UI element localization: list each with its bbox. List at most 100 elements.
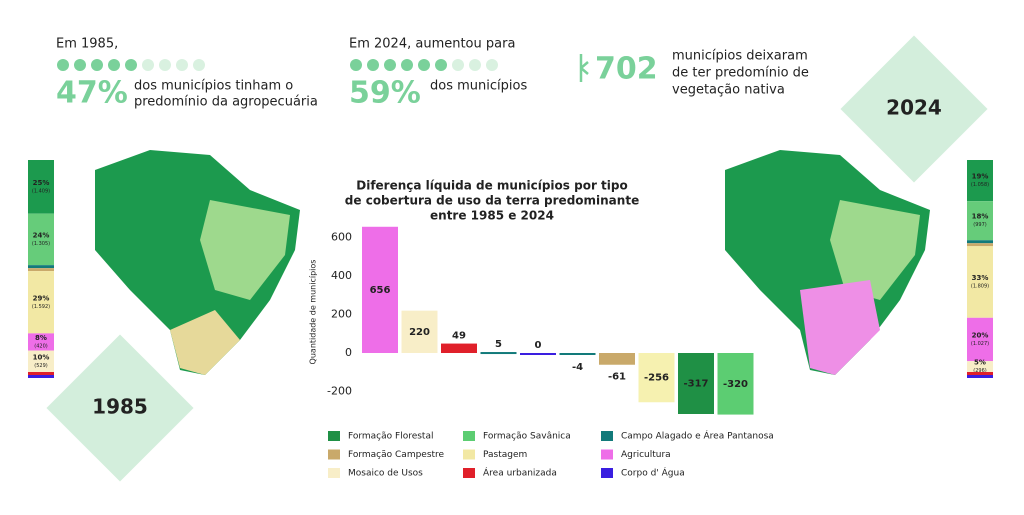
y-tick-label: 400	[331, 269, 352, 282]
stack-segment	[28, 333, 54, 351]
value-label: 220	[409, 327, 430, 338]
segment-percent: 5%	[974, 359, 986, 367]
value-label: 656	[370, 285, 391, 296]
year: 1985	[92, 395, 148, 419]
legend-label: Formação Florestal	[348, 432, 433, 442]
segment-count: (296)	[973, 368, 986, 374]
bar	[441, 343, 477, 353]
stack-segment	[967, 201, 993, 241]
segment-percent: 29%	[33, 294, 50, 302]
desc: vegetação nativa	[672, 83, 785, 98]
stack-segment	[967, 317, 993, 362]
segment-count: (1.058)	[971, 182, 989, 188]
stack-divider	[28, 372, 54, 375]
chart-title: de cobertura de uso da terra predominant…	[345, 194, 639, 208]
dots	[350, 59, 498, 71]
stack-segment	[28, 271, 54, 334]
value-label: -256	[644, 373, 669, 384]
segment-count: (1.409)	[32, 188, 50, 194]
y-tick-label: 200	[331, 308, 352, 321]
big-number: 702	[595, 52, 658, 87]
value-label: -320	[723, 379, 748, 390]
legend-label: Corpo d' Água	[621, 467, 685, 479]
stack-segment	[967, 160, 993, 202]
segment-percent: 25%	[33, 179, 50, 187]
legend-label: Formação Savânica	[483, 432, 571, 442]
bar	[362, 226, 398, 353]
legend-label: Campo Alagado e Área Pantanosa	[621, 430, 774, 442]
stack-segment	[28, 160, 54, 214]
value-label: -317	[683, 378, 708, 389]
segment-count: (529)	[34, 363, 47, 369]
y-tick-label: -200	[327, 384, 352, 397]
desc: dos municípios tinham o	[134, 79, 293, 94]
legend-swatch	[463, 468, 475, 478]
legend-label: Formação Campestre	[348, 450, 445, 460]
segment-count: (1.027)	[971, 341, 989, 347]
lead: Em 1985,	[56, 37, 118, 52]
segment-count: (997)	[973, 222, 986, 228]
stack-segment	[28, 213, 54, 266]
stack-divider	[967, 243, 993, 247]
segment-count: (1.305)	[32, 241, 50, 247]
legend-label: Agricultura	[621, 450, 671, 460]
value-label: -4	[572, 362, 583, 373]
stack-divider	[28, 268, 54, 272]
legend-swatch	[463, 431, 475, 441]
segment-count: (420)	[34, 343, 47, 349]
desc: municípios deixaram	[672, 49, 808, 64]
bar	[559, 353, 596, 355]
segment-percent: 18%	[972, 213, 989, 221]
stack-divider	[967, 240, 993, 244]
segment-count: (1.592)	[32, 304, 50, 310]
segment-percent: 19%	[972, 173, 989, 181]
legend-swatch	[328, 431, 340, 441]
value-label: 5	[495, 339, 502, 350]
desc: predomínio da agropecuária	[134, 95, 318, 110]
chart-title: entre 1985 e 2024	[430, 209, 554, 223]
bar	[638, 353, 675, 403]
legend-swatch	[463, 449, 475, 460]
segment-percent: 33%	[972, 274, 989, 282]
map-2024	[725, 150, 930, 375]
legend-label: Pastagem	[483, 450, 527, 460]
segment-percent: 24%	[33, 231, 50, 239]
value-label: -61	[608, 372, 626, 383]
map-1985	[95, 150, 300, 375]
bar	[599, 353, 635, 365]
segment-percent: 8%	[35, 334, 47, 342]
year-badge	[840, 35, 988, 183]
y-tick-label: 600	[331, 231, 352, 244]
stack-divider	[28, 375, 54, 378]
big-number: 47%	[56, 76, 128, 111]
lead: Em 2024, aumentou para	[349, 37, 515, 52]
icon	[579, 54, 589, 82]
bar	[678, 353, 714, 414]
segment-count: (1.809)	[971, 284, 989, 290]
bar	[480, 352, 517, 355]
big-number: 59%	[349, 76, 421, 111]
legend-swatch	[328, 449, 340, 460]
segment-percent: 20%	[972, 331, 989, 339]
segment-percent: 10%	[33, 353, 50, 361]
stack-segment	[967, 361, 993, 372]
legend-swatch	[601, 431, 613, 441]
desc: dos municípios	[430, 79, 527, 94]
legend-swatch	[328, 468, 340, 478]
year: 2024	[886, 96, 942, 120]
value-label: 0	[535, 340, 542, 351]
stack-segment	[967, 246, 993, 318]
y-axis-title: Quantidade de municípios	[309, 260, 318, 365]
value-label: 49	[452, 331, 466, 342]
stack-divider	[967, 372, 993, 375]
stack-segment	[28, 350, 54, 372]
bar	[717, 353, 754, 415]
legend-label: Mosaico de Usos	[348, 469, 423, 479]
stack-divider	[967, 375, 993, 378]
chart-title: Diferença líquida de municípios por tipo	[356, 179, 627, 193]
legend-swatch	[601, 468, 613, 478]
bar	[401, 310, 438, 353]
dots	[57, 59, 205, 71]
legend-label: Área urbanizada	[483, 467, 557, 479]
